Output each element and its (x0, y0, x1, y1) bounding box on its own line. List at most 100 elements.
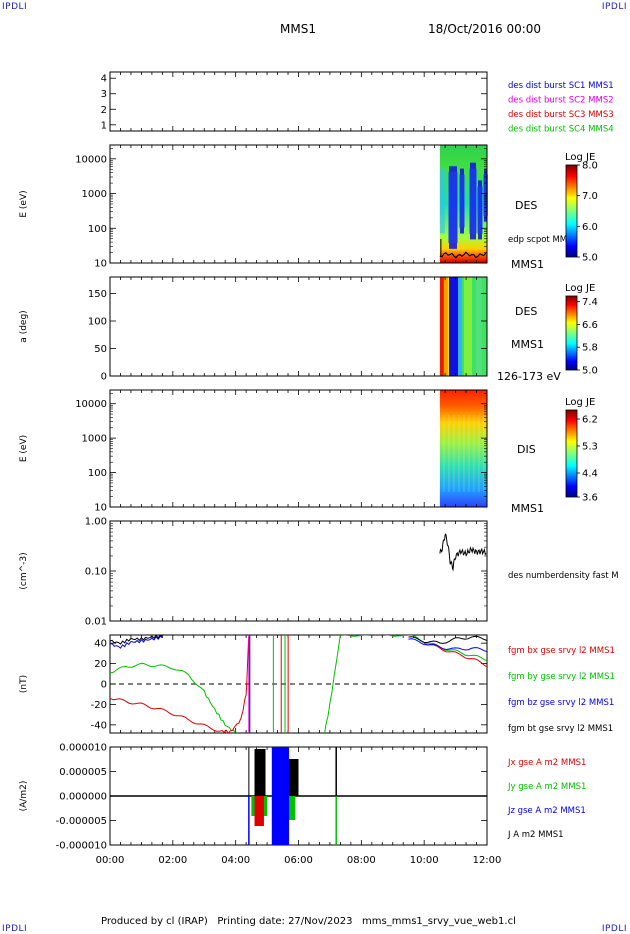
panel-bfield-ytick-1: -20 (91, 700, 107, 711)
panel-des-energy-ytick-1: 100 (88, 224, 107, 235)
panel-bfield-ytick-2: 0 (101, 680, 107, 691)
panel-des-energy-label-des: DES (515, 199, 537, 212)
panel-density-frame (109, 520, 488, 622)
panel-density-ytick-1: 0.10 (85, 567, 107, 578)
xaxis-tick-3: 06:00 (284, 855, 313, 866)
panel-density-legend-0: des numberdensity fast M (508, 571, 619, 581)
panel-burst-frame (109, 71, 488, 132)
panel-bfield-ytick-4: 40 (94, 639, 107, 650)
panel-current-ylabel: (A/m2) (19, 781, 29, 812)
panel-bfield-legend-3: fgm bt gse srvy l2 MMS1 (508, 724, 613, 734)
corner-label-top-right: IPDLI (601, 2, 627, 12)
panel-burst-legend-0: des dist burst SC1 MMS1 (508, 81, 614, 91)
panel-dis-energy-ytick-3: 10000 (75, 399, 107, 410)
panel-dis-energy-colorbar (565, 409, 578, 498)
xaxis-tick-4: 08:00 (347, 855, 376, 866)
panel-current-ytick-1: -0.000005 (56, 816, 107, 827)
panel-des-pitch-ytick-3: 150 (88, 289, 107, 300)
panel-current-ytick-4: 0.000010 (59, 743, 107, 754)
panel-des-pitch-ylabel: a (deg) (19, 310, 29, 342)
panel-des-energy-colorbar-tick-3: 8.0 (582, 161, 598, 172)
xaxis-tick-2: 04:00 (221, 855, 250, 866)
panel-current-burst-jz (271, 747, 290, 845)
panel-des-energy-ytick-0: 10 (94, 259, 107, 270)
panel-current-series (110, 747, 487, 845)
xaxis-tick-6: 12:00 (473, 855, 502, 866)
panel-dis-energy-colorbar-tick-0: 3.6 (582, 493, 598, 504)
panel-density-series-line (439, 533, 487, 572)
panel-bfield-ylabel: (nT) (19, 675, 29, 693)
panel-current-legend-1: Jy gse A m2 MMS1 (507, 782, 586, 792)
panel-des-energy-colorbar (565, 164, 578, 258)
panel-des-energy-label-scpot: edp scpot MMS1 (508, 235, 578, 245)
panel-dis-energy-colorbar-title: Log JE (565, 397, 595, 408)
panel-des-energy-colorbar-tick-0: 5.0 (582, 253, 598, 264)
panel-bfield-ytick-3: 20 (94, 659, 107, 670)
panel-des-energy-ytick-3: 10000 (75, 154, 107, 165)
panel-burst-legend-2: des dist burst SC3 MMS3 (508, 110, 614, 120)
panel-des-energy-colorbar-title: Log JE (565, 152, 595, 163)
panel-burst-ytick-3: 4 (101, 74, 107, 85)
panel-bfield-line-0 (110, 636, 487, 733)
panel-burst-ytick-2: 3 (101, 89, 107, 100)
panel-current-legend-2: Jz gse A m2 MMS1 (507, 806, 586, 816)
panel-des-pitch-label-mms1: MMS1 (511, 338, 544, 351)
panel-dis-energy-frame (109, 389, 488, 508)
panel-des-pitch-ytick-1: 50 (94, 344, 107, 355)
plot-title-mission: MMS1 (280, 22, 316, 36)
panel-des-pitch-heatmap (439, 277, 487, 376)
panel-dis-energy-heatmap (439, 390, 487, 507)
panel-bfield-legend-0: fgm bx gse srvy l2 MMS1 (508, 646, 615, 656)
panel-current-ytick-2: 0.000000 (59, 792, 107, 803)
panel-des-energy-colorbar-tick-1: 6.0 (582, 222, 598, 233)
panel-des-pitch-colorbar (565, 295, 578, 371)
panel-des-energy-ytick-2: 1000 (82, 189, 107, 200)
panel-current-burst-jy2 (285, 796, 296, 820)
xaxis-tick-0: 00:00 (96, 855, 125, 866)
panel-des-pitch-colorbar-tick-1: 5.8 (582, 343, 598, 354)
panel-dis-energy-ytick-0: 10 (94, 503, 107, 514)
plot-title-date: 18/Oct/2016 00:00 (428, 22, 542, 36)
panel-des-scpot-line (439, 251, 487, 259)
xaxis-tick-5: 10:00 (410, 855, 439, 866)
panel-current-burst-j1 (254, 749, 266, 796)
panel-dis-energy-ytick-1: 100 (88, 468, 107, 479)
panel-des-pitch-colorbar-tick-3: 7.4 (582, 297, 598, 308)
panel-current-burst-jx (254, 796, 264, 826)
panel-des-energy-label-mms1: MMS1 (511, 258, 544, 271)
panel-current-ytick-0: -0.000010 (56, 841, 107, 852)
panel-des-pitch-colorbar-title: Log JE (565, 283, 595, 294)
panel-des-pitch-colorbar-tick-2: 6.6 (582, 320, 598, 331)
panel-dis-energy-label-mms1: MMS1 (511, 502, 544, 515)
panel-dis-energy-ylabel: E (eV) (19, 435, 29, 462)
panel-bfield-legend-1: fgm by gse srvy l2 MMS1 (508, 672, 615, 682)
panel-bfield-line-2 (110, 635, 487, 653)
corner-label-bottom-right: IPDLI (601, 924, 627, 934)
panel-density-ylabel: (cm^-3) (19, 552, 29, 589)
panel-dis-energy-colorbar-tick-3: 6.2 (582, 415, 598, 426)
footer-credit: Produced by cl (IRAP) Printing date: 27/… (101, 916, 516, 927)
panel-current-ytick-3: 0.000005 (59, 767, 107, 778)
panel-burst-legend-3: des dist burst SC4 MMS4 (508, 125, 614, 135)
panel-bfield-ytick-0: -40 (91, 720, 107, 731)
panel-dis-energy-label-dis: DIS (517, 443, 536, 456)
panel-burst-ytick-0: 1 (101, 120, 107, 131)
panel-dis-energy-colorbar-tick-1: 4.4 (582, 469, 598, 480)
panel-dis-energy-colorbar-tick-2: 5.3 (582, 442, 598, 453)
panel-des-energy-heatmap (439, 145, 488, 263)
panel-des-pitch-ytick-2: 100 (88, 317, 107, 328)
panel-burst-legend-1: des dist burst SC2 MMS2 (508, 96, 614, 106)
panel-dis-energy-ytick-2: 1000 (82, 434, 107, 445)
panel-bfield-legend-2: fgm bz gse srvy l2 MMS1 (508, 698, 614, 708)
panel-des-pitch-label-des: DES (515, 305, 537, 318)
panel-current-legend-0: Jx gse A m2 MMS1 (507, 758, 586, 768)
panel-burst-ytick-1: 2 (101, 105, 107, 116)
panel-density-ytick-2: 1.00 (85, 517, 107, 528)
corner-label-top-left: IPDLI (2, 2, 28, 12)
panel-des-energy-ylabel: E (eV) (19, 190, 29, 217)
panel-des-energy-frame (109, 144, 488, 264)
panel-des-pitch-label-energy: 126-173 eV (497, 370, 561, 383)
panel-des-pitch-ytick-0: 0 (101, 372, 107, 383)
panel-des-pitch-frame (109, 276, 488, 377)
